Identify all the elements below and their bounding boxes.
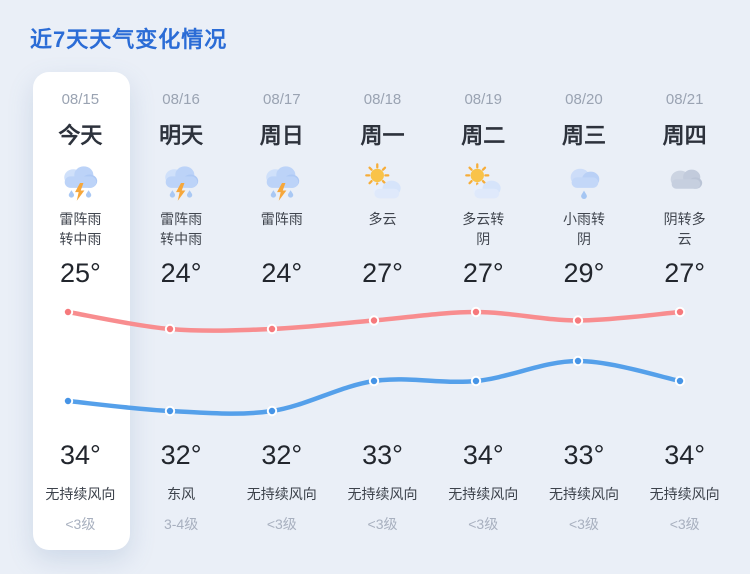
low-temp: 24° xyxy=(261,258,303,288)
wind-direction: 东风 xyxy=(167,486,196,502)
high-temp: 32° xyxy=(160,440,202,470)
chart-spacer xyxy=(30,297,131,433)
chart-spacer xyxy=(332,297,433,433)
partly-cloudy-icon xyxy=(460,163,506,205)
high-temp: 34° xyxy=(462,440,504,470)
chart-spacer xyxy=(534,297,635,433)
wind-level: <3级 xyxy=(468,516,499,532)
day-column[interactable]: 08/20 周三 小雨转 阴 29° 33° 无持续风向 <3级 xyxy=(534,85,635,541)
day-name: 周一 xyxy=(360,123,405,148)
condition-text: 雷阵雨 xyxy=(260,211,303,227)
condition-text: 多云 xyxy=(368,211,397,227)
light-rain-icon xyxy=(561,163,607,205)
chart-spacer xyxy=(433,297,534,433)
high-temp: 33° xyxy=(563,440,605,470)
chart-spacer xyxy=(131,297,232,433)
day-name: 周二 xyxy=(461,123,506,148)
low-temp: 27° xyxy=(664,258,706,288)
day-column[interactable]: 08/21 周四 阴转多 云 27° 34° 无持续风向 <3级 xyxy=(634,85,735,541)
condition-text: 雷阵雨 转中雨 xyxy=(59,211,102,248)
day-name: 周三 xyxy=(561,123,606,148)
low-temp: 25° xyxy=(59,258,101,288)
day-name: 周四 xyxy=(662,123,707,148)
wind-direction: 无持续风向 xyxy=(548,486,619,502)
day-column[interactable]: 08/16 明天 雷阵雨 转中雨 24° 32° 东风 3-4级 xyxy=(131,85,232,541)
high-temp: 34° xyxy=(664,440,706,470)
high-temp: 33° xyxy=(362,440,403,470)
date-label: 08/20 xyxy=(565,91,603,108)
wind-level: <3级 xyxy=(669,516,700,532)
wind-direction: 无持续风向 xyxy=(649,486,720,502)
thunderstorm-icon xyxy=(158,163,204,205)
day-column-today[interactable]: 08/15 今天 雷阵雨 转中雨 25° 34° 无持续风向 <3级 xyxy=(30,85,131,541)
chart-spacer xyxy=(231,297,332,433)
date-label: 08/16 xyxy=(162,91,200,108)
day-column[interactable]: 08/17 周日 雷阵雨 24° 32° 无持续风向 <3级 xyxy=(231,85,332,541)
date-label: 08/18 xyxy=(363,91,402,108)
day-name: 周日 xyxy=(259,123,304,148)
chart-spacer xyxy=(634,297,735,433)
condition-text: 小雨转 阴 xyxy=(562,211,605,248)
condition-text: 阴转多 云 xyxy=(663,211,706,248)
wind-direction: 无持续风向 xyxy=(347,486,418,502)
wind-direction: 无持续风向 xyxy=(448,486,519,502)
wind-level: <3级 xyxy=(568,516,599,532)
wind-direction: 无持续风向 xyxy=(246,486,317,502)
low-temp: 29° xyxy=(563,258,605,288)
day-column[interactable]: 08/19 周二 多云转 阴 27° 34° 无持续风向 <3级 xyxy=(433,85,534,541)
wind-level: <3级 xyxy=(65,516,96,532)
page-title: 近7天天气变化情况 xyxy=(30,27,228,52)
date-label: 08/15 xyxy=(61,91,100,108)
low-temp: 24° xyxy=(160,258,202,288)
low-temp: 27° xyxy=(462,258,504,288)
overcast-icon xyxy=(662,163,708,205)
wind-level: 3-4级 xyxy=(163,516,199,532)
partly-cloudy-icon xyxy=(360,163,406,205)
thunderstorm-icon xyxy=(259,163,305,205)
wind-level: <3级 xyxy=(367,516,398,532)
wind-direction: 无持续风向 xyxy=(45,486,116,502)
date-label: 08/21 xyxy=(665,91,704,108)
thunderstorm-icon xyxy=(57,163,103,205)
forecast-columns: 08/15 今天 雷阵雨 转中雨 25° 34° 无持续风向 <3级 08/16… xyxy=(30,85,735,541)
date-label: 08/19 xyxy=(464,91,502,108)
low-temp: 27° xyxy=(362,258,403,288)
condition-text: 雷阵雨 转中雨 xyxy=(160,211,203,248)
high-temp: 32° xyxy=(261,440,303,470)
day-name: 明天 xyxy=(159,123,204,148)
high-temp: 34° xyxy=(59,440,101,470)
date-label: 08/17 xyxy=(263,91,301,108)
wind-level: <3级 xyxy=(266,516,297,532)
condition-text: 多云转 阴 xyxy=(462,211,505,248)
day-column[interactable]: 08/18 周一 多云 27° 33° 无持续风向 <3级 xyxy=(332,85,433,541)
day-name: 今天 xyxy=(58,123,103,148)
